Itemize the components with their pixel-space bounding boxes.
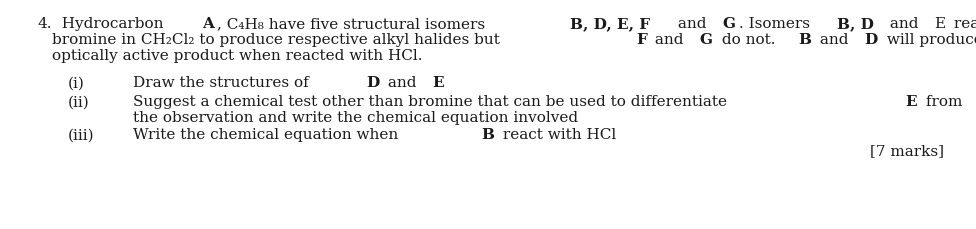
Text: B, D, E, F: B, D, E, F [570,17,650,31]
Text: (i): (i) [68,76,85,90]
Text: G: G [700,33,712,47]
Text: from: from [920,95,967,109]
Text: optically active product when reacted with HCl.: optically active product when reacted wi… [52,49,423,63]
Text: E: E [934,17,946,31]
Text: and: and [815,33,853,47]
Text: (iii): (iii) [68,128,95,142]
Text: Write the chemical equation when: Write the chemical equation when [133,128,403,142]
Text: D: D [865,33,877,47]
Text: Hydrocarbon: Hydrocarbon [52,17,169,31]
Text: B, D: B, D [837,17,874,31]
Text: 4.: 4. [38,17,53,31]
Text: E: E [906,95,917,109]
Text: and: and [650,33,689,47]
Text: Suggest a chemical test other than bromine that can be used to differentiate: Suggest a chemical test other than bromi… [133,95,732,109]
Text: bromine in CH₂Cl₂ to produce respective alkyl halides but: bromine in CH₂Cl₂ to produce respective … [52,33,505,47]
Text: react with: react with [949,17,976,31]
Text: the observation and write the chemical equation involved: the observation and write the chemical e… [133,111,578,125]
Text: B: B [481,128,495,142]
Text: (ii): (ii) [68,95,90,109]
Text: will produce: will produce [881,33,976,47]
Text: A: A [202,17,214,31]
Text: react with HCl: react with HCl [499,128,617,142]
Text: D: D [366,76,380,90]
Text: and: and [885,17,923,31]
Text: G: G [722,17,736,31]
Text: , C₄H₈ have five structural isomers: , C₄H₈ have five structural isomers [218,17,491,31]
Text: [7 marks]: [7 marks] [870,144,944,158]
Text: do not.: do not. [716,33,780,47]
Text: and: and [384,76,422,90]
Text: E: E [432,76,444,90]
Text: Draw the structures of: Draw the structures of [133,76,313,90]
Text: B: B [798,33,811,47]
Text: . Isomers: . Isomers [740,17,815,31]
Text: F: F [636,33,647,47]
Text: and: and [673,17,712,31]
